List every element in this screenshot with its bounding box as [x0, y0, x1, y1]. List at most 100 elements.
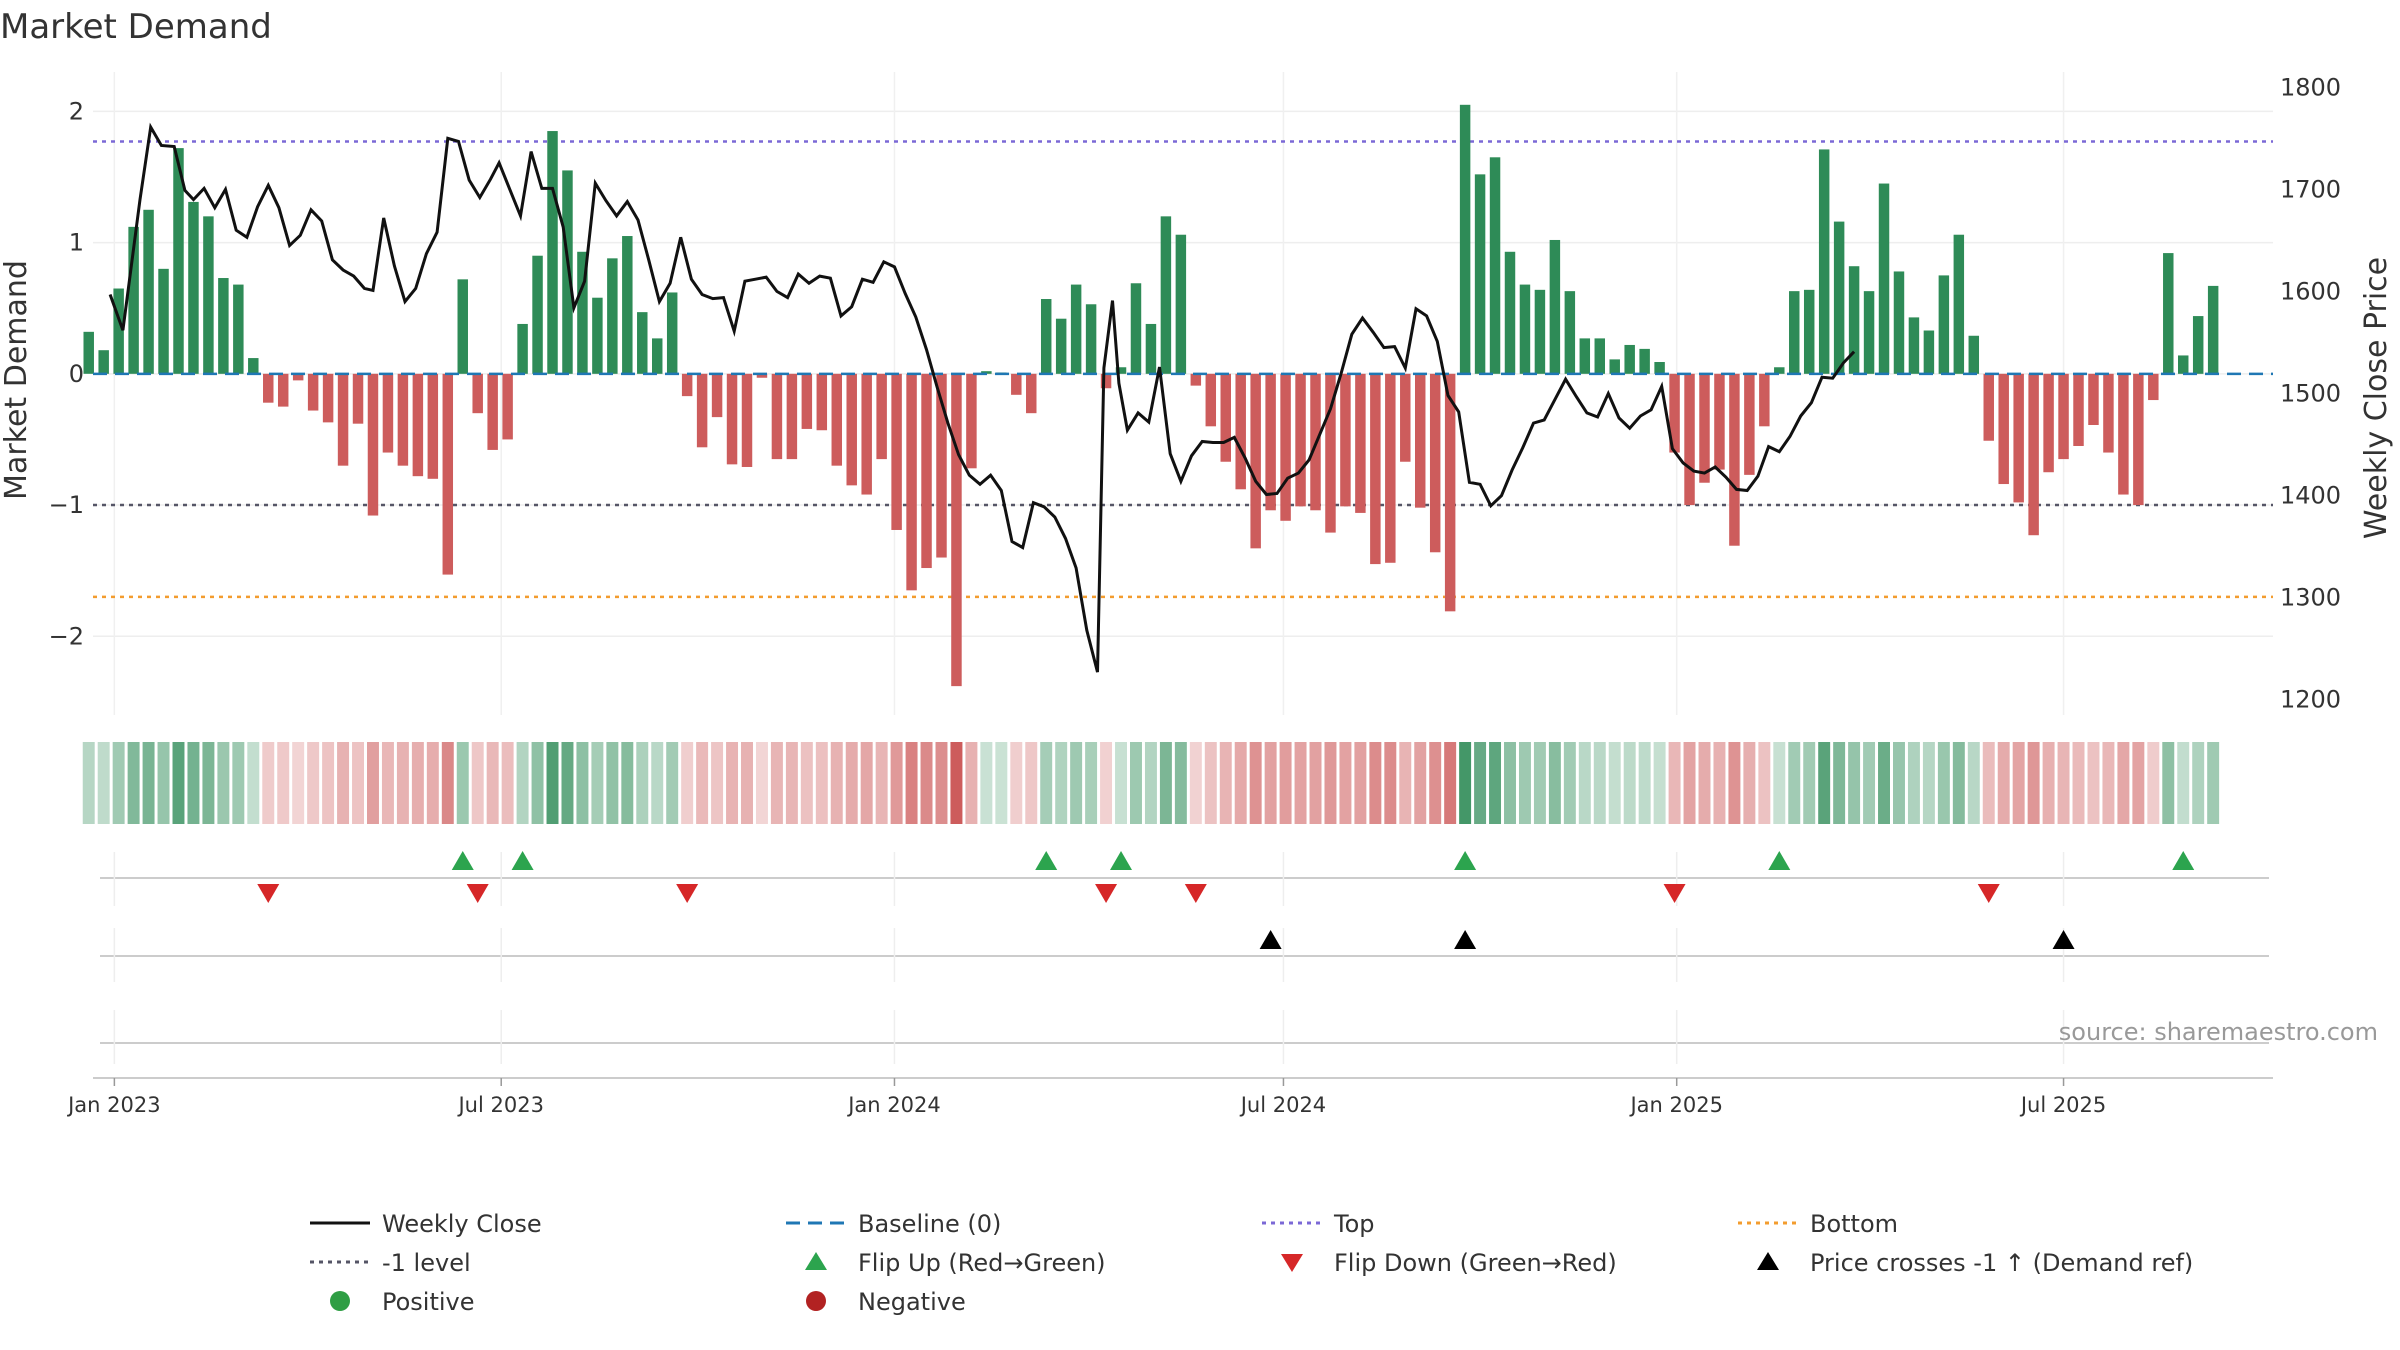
strip-cell [1399, 742, 1412, 824]
price-cross-panel [100, 928, 2269, 982]
strip-cell [1743, 742, 1756, 824]
x-tick-label: Jan 2025 [1628, 1093, 1723, 1117]
strip-cell [1773, 742, 1786, 824]
demand-bar [577, 251, 588, 374]
strip-cell [1863, 742, 1876, 824]
strip-cell [1728, 742, 1741, 824]
strip-cell [1683, 742, 1696, 824]
legend-item: Positive [330, 1288, 475, 1316]
legend-item: Negative [806, 1288, 966, 1316]
demand-bar [1220, 373, 1231, 462]
demand-bar [1280, 373, 1291, 521]
flip-up-marker [1454, 851, 1477, 870]
strip-cell [1878, 742, 1890, 824]
demand-bar [1549, 239, 1561, 374]
strip-cell [1653, 742, 1666, 824]
strip-cell [920, 742, 933, 824]
demand-bar [2163, 253, 2174, 374]
strip-cell [1100, 742, 1113, 824]
demand-bar [1998, 373, 2009, 485]
demand-bar [1100, 373, 1112, 389]
strip-cell [1713, 742, 1726, 824]
demand-bar [711, 373, 723, 418]
demand-bar [607, 258, 618, 374]
demand-bar [203, 216, 214, 374]
y-tick-label: −1 [49, 491, 84, 519]
demand-bar [188, 201, 199, 374]
flip-down-marker [466, 884, 489, 903]
demand-bar [1848, 266, 1860, 374]
flip-down-marker [1184, 884, 1207, 903]
strip-cell [1848, 742, 1861, 824]
y2-tick-label: 1600 [2280, 277, 2341, 305]
strip-cell [337, 742, 350, 824]
demand-bar [637, 312, 648, 374]
legend-label: -1 level [382, 1249, 471, 1277]
demand-bar [651, 338, 663, 374]
strip-cell [995, 742, 1008, 824]
demand-bar [1340, 373, 1351, 507]
demand-bar [397, 373, 409, 466]
demand-bar [2088, 373, 2099, 425]
demand-bar [1714, 373, 1725, 470]
strip-cell [2147, 742, 2160, 824]
demand-bar [1070, 284, 1082, 374]
flip-up-marker [451, 851, 474, 870]
x-tick-label: Jul 2023 [456, 1093, 543, 1117]
strip-cell [2087, 742, 2100, 824]
demand-bar [158, 268, 169, 374]
strip-cell [456, 742, 469, 824]
strip-cell [1010, 742, 1023, 824]
y-tick-label: 1 [69, 229, 84, 257]
strip-cell [905, 742, 918, 824]
legend-marker-flip-down [1281, 1254, 1303, 1272]
demand-bar [2177, 355, 2189, 374]
demand-bar [367, 373, 379, 516]
strip-cell [1085, 742, 1098, 824]
strip-cell [2207, 742, 2220, 824]
demand-bar [801, 373, 813, 429]
y2-tick-label: 1200 [2280, 686, 2341, 714]
demand-bar [1579, 338, 1591, 374]
strip-cell [546, 742, 559, 824]
x-tick-label: Jan 2023 [66, 1093, 161, 1117]
strip-cell [127, 742, 140, 824]
demand-bar [1055, 318, 1067, 374]
demand-bar [592, 297, 603, 374]
legend-label: Baseline (0) [858, 1210, 1001, 1238]
strip-cell [1952, 742, 1965, 824]
strip-cell [501, 742, 514, 824]
demand-bar [831, 373, 843, 466]
demand-bar [726, 373, 738, 465]
y2-tick-label: 1300 [2280, 584, 2341, 612]
demand-bar [2148, 373, 2159, 401]
strip-cell [1414, 742, 1427, 824]
demand-bar [1011, 373, 1022, 395]
strip-cell [711, 742, 724, 824]
legend-label: Weekly Close [382, 1210, 542, 1238]
demand-bar [2118, 373, 2129, 495]
strip-cell [1234, 742, 1247, 824]
demand-bar [1355, 373, 1366, 513]
strip-cell [1040, 742, 1053, 824]
strip-cell [1668, 742, 1681, 824]
y-tick-label: 2 [69, 97, 84, 125]
y-tick-label: 0 [69, 360, 84, 388]
strip-cell [1788, 742, 1801, 824]
demand-bar [113, 288, 124, 374]
demand-bars [83, 104, 2219, 687]
strip-cell [2117, 742, 2130, 824]
legend-marker-positive [330, 1291, 350, 1311]
demand-bar [1235, 373, 1246, 490]
legend-marker-price-cross [1757, 1252, 1779, 1270]
demand-bar [1893, 271, 1905, 374]
demand-bar [936, 373, 947, 558]
demand-bar [532, 255, 543, 374]
strip-cell [1623, 742, 1636, 824]
demand-bar [173, 148, 184, 374]
legend-label: Top [1333, 1210, 1375, 1238]
strip-cell [950, 742, 963, 824]
strip-cell [322, 742, 335, 824]
demand-bar [1863, 291, 1875, 374]
strip-cell [1518, 742, 1531, 824]
